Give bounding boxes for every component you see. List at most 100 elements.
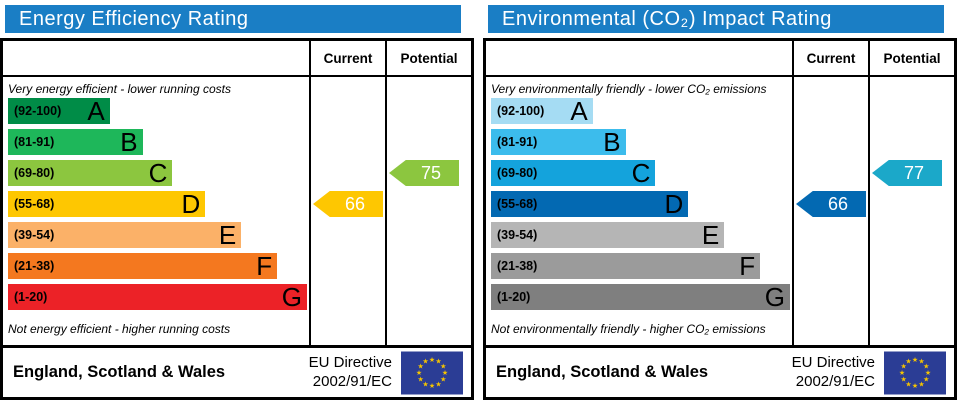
- svg-text:★: ★: [925, 369, 931, 377]
- band-letter: A: [87, 96, 105, 126]
- svg-text:★: ★: [429, 382, 435, 390]
- svg-text:★: ★: [918, 357, 924, 365]
- band-letter: E: [218, 220, 237, 250]
- current-rating-arrow: 66: [313, 191, 383, 217]
- band-letter: B: [120, 127, 138, 157]
- energy-rating-table: Current Potential Very energy efficient …: [0, 38, 474, 400]
- band-range-label: (55-68): [497, 197, 538, 211]
- table-footer: England, Scotland & Wales EU Directive 2…: [486, 345, 954, 397]
- current-rating-arrow: 66: [796, 191, 866, 217]
- band-range-label: (39-54): [14, 228, 55, 242]
- svg-text:★: ★: [899, 369, 905, 377]
- svg-text:★: ★: [418, 362, 424, 370]
- potential-rating-column: 77: [868, 77, 954, 345]
- table-header-row: Current Potential: [486, 41, 954, 77]
- svg-text:★: ★: [912, 356, 918, 364]
- svg-text:★: ★: [435, 357, 441, 365]
- top-caption: Very environmentally friendly - lower CO…: [491, 82, 767, 96]
- bottom-caption: Not environmentally friendly - higher CO…: [491, 322, 766, 336]
- band-row-a: (92-100) A: [8, 98, 307, 129]
- band-bar-d: (55-68) D: [8, 189, 206, 219]
- band-range-label: (21-38): [14, 259, 55, 273]
- band-letter: G: [764, 282, 785, 312]
- environmental-impact-panel: Environmental (CO₂) Impact Rating Curren…: [483, 5, 957, 400]
- band-bar-g: (1-20) G: [491, 284, 790, 310]
- band-range-label: (39-54): [497, 228, 538, 242]
- table-body: Very environmentally friendly - lower CO…: [486, 77, 954, 345]
- band-range-label: (21-38): [497, 259, 538, 273]
- rating-header-spacer: [486, 41, 792, 75]
- band-bar-f: (21-38) F: [8, 251, 278, 281]
- current-rating-column: 66: [792, 77, 868, 345]
- band-bar-b: (81-91) B: [491, 129, 626, 155]
- band-bar-a: (92-100) A: [491, 98, 593, 124]
- current-column-header: Current: [792, 41, 868, 75]
- band-bar-f: (21-38) F: [491, 251, 761, 281]
- svg-text:★: ★: [442, 369, 448, 377]
- svg-text:★: ★: [901, 375, 907, 383]
- bottom-caption: Not energy efficient - higher running co…: [8, 322, 231, 336]
- band-row-b: (81-91) B: [491, 129, 790, 160]
- band-range-label: (81-91): [14, 135, 55, 149]
- band-row-c: (69-80) C: [8, 160, 307, 191]
- band-letter: E: [701, 220, 720, 250]
- band-row-d: (55-68) D: [491, 191, 790, 222]
- band-row-g: (1-20) G: [491, 284, 790, 315]
- eu-directive-label: EU Directive 2002/91/EC: [308, 353, 392, 390]
- band-bar-e: (39-54) E: [491, 220, 725, 250]
- eu-directive-label: EU Directive 2002/91/EC: [791, 353, 875, 390]
- band-letter: B: [603, 127, 621, 157]
- top-caption: Very energy efficient - lower running co…: [8, 82, 231, 96]
- environmental-rating-table: Current Potential Very environmentally f…: [483, 38, 957, 400]
- svg-text:★: ★: [905, 380, 911, 388]
- potential-rating-column: 75: [385, 77, 471, 345]
- band-letter: F: [256, 251, 273, 281]
- band-range-label: (69-80): [14, 166, 55, 180]
- panel-title: Energy Efficiency Rating: [5, 5, 461, 33]
- region-label: England, Scotland & Wales: [13, 363, 226, 381]
- band-bar-c: (69-80) C: [491, 160, 656, 186]
- rating-bands-area: Very environmentally friendly - lower CO…: [486, 77, 792, 345]
- band-bar-d: (55-68) D: [491, 189, 689, 219]
- band-letter: F: [739, 251, 756, 281]
- eu-flag-icon: ★ ★★ ★★★ ★★★ ★★★: [401, 351, 463, 394]
- band-letter: D: [664, 189, 684, 219]
- current-column-header: Current: [309, 41, 385, 75]
- region-label: England, Scotland & Wales: [496, 363, 709, 381]
- band-letter: C: [148, 158, 168, 188]
- band-row-g: (1-20) G: [8, 284, 307, 315]
- band-letter: D: [181, 189, 201, 219]
- svg-text:★: ★: [435, 380, 441, 388]
- svg-text:★: ★: [923, 375, 929, 383]
- band-range-label: (92-100): [14, 104, 62, 118]
- band-row-a: (92-100) A: [491, 98, 790, 129]
- band-range-label: (1-20): [14, 290, 48, 304]
- band-list: (92-100) A (81-91) B (69-80) C (55-68) D (39-54)…: [491, 98, 790, 315]
- svg-text:★: ★: [918, 380, 924, 388]
- rating-bands-area: Very energy efficient - lower running co…: [3, 77, 309, 345]
- table-footer: England, Scotland & Wales EU Directive 2…: [3, 345, 471, 397]
- band-range-label: (81-91): [497, 135, 538, 149]
- band-range-label: (1-20): [497, 290, 531, 304]
- potential-rating-arrow: 77: [872, 160, 942, 186]
- band-row-f: (21-38) F: [491, 253, 790, 284]
- band-row-e: (39-54) E: [8, 222, 307, 253]
- panel-title: Environmental (CO₂) Impact Rating: [488, 5, 944, 33]
- svg-text:★: ★: [901, 362, 907, 370]
- svg-text:★: ★: [418, 375, 424, 383]
- svg-text:★: ★: [905, 357, 911, 365]
- svg-text:★: ★: [923, 362, 929, 370]
- band-bar-b: (81-91) B: [8, 129, 143, 155]
- rating-header-spacer: [3, 41, 309, 75]
- table-body: Very energy efficient - lower running co…: [3, 77, 471, 345]
- band-range-label: (55-68): [14, 197, 55, 211]
- band-row-d: (55-68) D: [8, 191, 307, 222]
- band-range-label: (92-100): [497, 104, 545, 118]
- band-row-f: (21-38) F: [8, 253, 307, 284]
- svg-text:★: ★: [440, 375, 446, 383]
- band-row-c: (69-80) C: [491, 160, 790, 191]
- band-letter: G: [281, 282, 302, 312]
- band-row-b: (81-91) B: [8, 129, 307, 160]
- potential-column-header: Potential: [385, 41, 471, 75]
